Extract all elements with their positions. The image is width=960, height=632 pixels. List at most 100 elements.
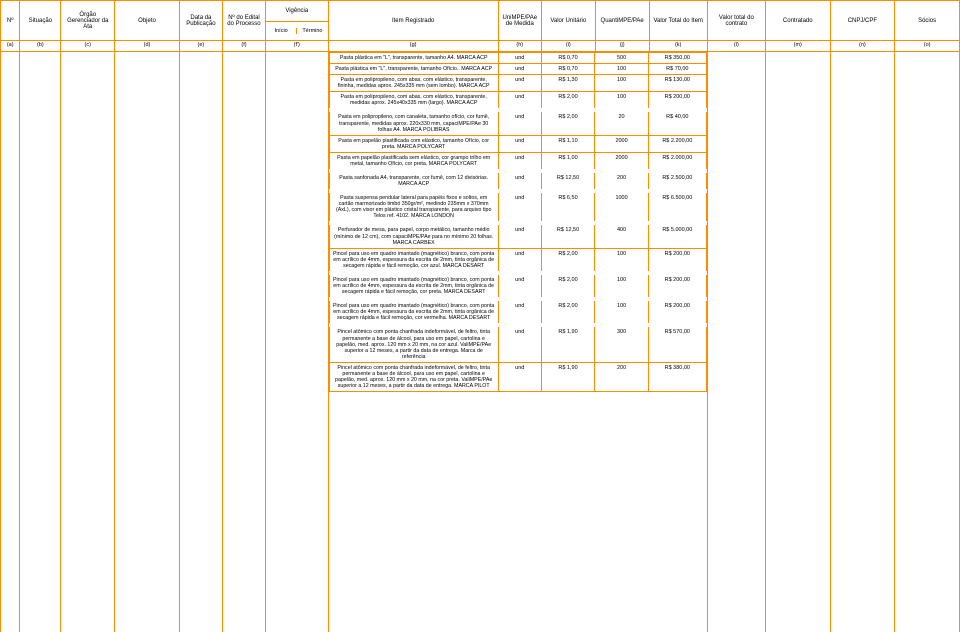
item-row: Pasta suspensa pendular lateral para pap…	[329, 191, 706, 223]
letter-m: (m)	[765, 41, 830, 52]
item-qt: 100	[595, 75, 649, 92]
table-row: Pasta plástica em "L", transparente, tam…	[1, 52, 960, 632]
item-row: Pasta em polipropileno, com abas, com el…	[329, 92, 706, 111]
col-socios: Sócios	[895, 1, 960, 41]
col-vigencia-sub: Início Término	[266, 22, 328, 41]
empty-cell	[266, 52, 328, 632]
item-desc: Pincel para uso em quadro imantado (magn…	[329, 299, 498, 325]
item-desc: Pasta em polipropileno, com abas, com el…	[329, 75, 498, 92]
letter-i: (i)	[541, 41, 595, 52]
item-uni: und	[498, 362, 541, 391]
item-qt: 2000	[595, 135, 649, 152]
item-qt: 100	[595, 248, 649, 273]
vig-inicio: Início	[266, 28, 297, 34]
item-vu: R$ 12,50	[541, 171, 595, 191]
empty-cell	[765, 52, 830, 632]
item-row: Pasta em polipropileno, com abas, com el…	[329, 75, 706, 92]
item-vt: R$ 350,00	[648, 53, 706, 64]
col-vigencia: Vigência	[266, 1, 328, 22]
item-uni: und	[498, 299, 541, 325]
col-unimpe: UniMPE/PAe de Medida	[498, 1, 541, 41]
item-row: Pasta plástica em "L", transparente, tam…	[329, 64, 706, 75]
item-uni: und	[498, 325, 541, 362]
item-vu: R$ 2,00	[541, 273, 595, 299]
col-objeto: Objeto	[115, 1, 180, 41]
item-desc: Perfurador de mesa, para papel, corpo me…	[329, 223, 498, 248]
items-cell: Pasta plástica em "L", transparente, tam…	[328, 52, 707, 632]
item-desc: Pasta plástica em "L", transparente, tam…	[329, 64, 498, 75]
item-vu: R$ 1,00	[541, 152, 595, 171]
letter-b: (b)	[20, 41, 61, 52]
col-contratado: Contratado	[765, 1, 830, 41]
item-uni: und	[498, 110, 541, 135]
item-row: Pincel para uso em quadro imantado (magn…	[329, 299, 706, 325]
item-qt: 1000	[595, 191, 649, 223]
item-uni: und	[498, 171, 541, 191]
col-situacao: Situação	[20, 1, 61, 41]
item-uni: und	[498, 273, 541, 299]
item-uni: und	[498, 191, 541, 223]
item-vt: R$ 200,00	[648, 273, 706, 299]
item-vt: R$ 2.200,00	[648, 135, 706, 152]
table-body: Pasta plástica em "L", transparente, tam…	[1, 52, 960, 632]
registry-table: Nº Situação Órgão Gerenciador da Ata Obj…	[0, 0, 960, 632]
letter-o: (o)	[895, 41, 960, 52]
item-qt: 100	[595, 64, 649, 75]
item-vu: R$ 2,00	[541, 248, 595, 273]
item-qt: 200	[595, 171, 649, 191]
empty-cell	[20, 52, 61, 632]
item-vt: R$ 40,00	[648, 110, 706, 135]
item-vu: R$ 2,00	[541, 92, 595, 111]
header-row: Nº Situação Órgão Gerenciador da Ata Obj…	[1, 1, 960, 22]
item-vu: R$ 6,50	[541, 191, 595, 223]
item-desc: Pincel atômico com ponta chanfrada indef…	[329, 362, 498, 391]
item-vt: R$ 200,00	[648, 299, 706, 325]
item-qt: 20	[595, 110, 649, 135]
item-uni: und	[498, 135, 541, 152]
empty-cell	[1, 52, 20, 632]
letter-l: (l)	[707, 41, 765, 52]
col-item: Item Registrado	[328, 1, 498, 41]
empty-cell	[707, 52, 765, 632]
col-n: Nº	[1, 1, 20, 41]
item-uni: und	[498, 223, 541, 248]
empty-cell	[895, 52, 960, 632]
item-vt: R$ 200,00	[648, 248, 706, 273]
item-vu: R$ 0,70	[541, 53, 595, 64]
letter-j: (j)	[595, 41, 649, 52]
item-vu: R$ 1,30	[541, 75, 595, 92]
col-vti: Valor Total do Item	[649, 1, 707, 41]
item-row: Pasta em papelão plastificada sem elásti…	[329, 152, 706, 171]
letter-f: (f)	[222, 41, 265, 52]
item-desc: Pasta sanfonada A4, transparente, cor fu…	[329, 171, 498, 191]
item-desc: Pasta em polipropileno, com abas, com el…	[329, 92, 498, 111]
item-desc: Pasta em papelão plastificada sem elásti…	[329, 152, 498, 171]
item-row: Pasta em papelão plastificada com elásti…	[329, 135, 706, 152]
letter-d: (d)	[115, 41, 180, 52]
item-vu: R$ 12,50	[541, 223, 595, 248]
item-row: Pincel para uso em quadro imantado (magn…	[329, 248, 706, 273]
item-uni: und	[498, 152, 541, 171]
item-uni: und	[498, 64, 541, 75]
col-data: Data da Publicação	[179, 1, 222, 41]
item-row: Pasta plástica em "L", transparente, tam…	[329, 53, 706, 64]
item-vt: R$ 200,00	[648, 92, 706, 111]
item-vt: R$ 380,00	[648, 362, 706, 391]
item-desc: Pasta em papelão plastificada com elásti…	[329, 135, 498, 152]
item-qt: 200	[595, 362, 649, 391]
item-qt: 100	[595, 92, 649, 111]
empty-cell	[830, 52, 895, 632]
letter-e: (e)	[179, 41, 222, 52]
item-vt: R$ 570,00	[648, 325, 706, 362]
item-desc: Pincel para uso em quadro imantado (magn…	[329, 248, 498, 273]
item-row: Pincel para uso em quadro imantado (magn…	[329, 273, 706, 299]
item-uni: und	[498, 92, 541, 111]
item-desc: Pasta suspensa pendular lateral para pap…	[329, 191, 498, 223]
letter-h: (h)	[498, 41, 541, 52]
item-qt: 400	[595, 223, 649, 248]
item-uni: und	[498, 248, 541, 273]
letter-f2: (f')	[266, 41, 328, 52]
item-vu: R$ 2,00	[541, 299, 595, 325]
col-nedital: Nº do Edital do Processo	[222, 1, 265, 41]
col-quant: QuantiMPE/PAe	[595, 1, 649, 41]
